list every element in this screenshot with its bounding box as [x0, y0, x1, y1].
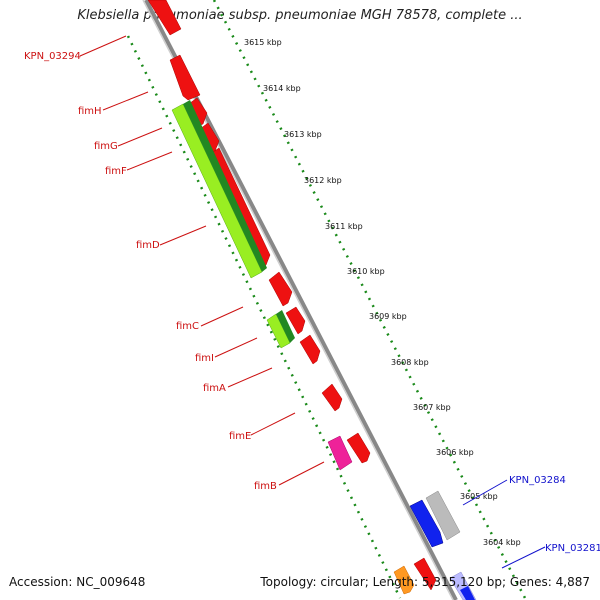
gene-orange[interactable] — [393, 565, 415, 595]
accession-text: Accession: NC_009648 — [9, 575, 146, 589]
gene-fimC[interactable] — [268, 271, 293, 307]
gene-label[interactable]: fimG — [94, 141, 118, 152]
gene-labels: KPN_03294 fimH fimG fimF fimD fimC fimI … — [24, 51, 600, 554]
gene-label[interactable]: KPN_03281 — [545, 543, 600, 554]
gene-label[interactable]: fimH — [78, 106, 102, 117]
gene-red-bottom[interactable] — [413, 557, 437, 591]
gene-label[interactable]: fimC — [176, 321, 199, 332]
tick-label: 3607 kbp — [413, 403, 451, 412]
gene-fimB[interactable] — [346, 432, 371, 464]
gene-label[interactable]: fimB — [254, 481, 277, 492]
gene-label[interactable]: fimI — [195, 353, 214, 364]
tick-label: 3611 kbp — [325, 222, 363, 231]
inner-ruler-line — [126, 35, 402, 599]
tick-label: 3615 kbp — [244, 38, 282, 47]
gene-KPN_03284-blue[interactable] — [409, 499, 444, 548]
gene-red-2[interactable] — [169, 54, 201, 101]
gene-KPN_03281-blue[interactable] — [460, 586, 475, 600]
gene-label[interactable]: fimA — [203, 383, 226, 394]
tick-label: 3613 kbp — [284, 130, 322, 139]
gene-label[interactable]: fimF — [105, 166, 127, 177]
tick-label: 3609 kbp — [369, 312, 407, 321]
tick-label: 3604 kbp — [483, 538, 521, 547]
gene-label[interactable]: fimE — [229, 431, 251, 442]
gene-KPN_03284-grey[interactable] — [425, 490, 461, 541]
ruler-ticks: 3615 kbp 3614 kbp 3613 kbp 3612 kbp 3611… — [244, 38, 521, 547]
tick-label: 3614 kbp — [263, 84, 301, 93]
gene-label[interactable]: KPN_03284 — [509, 475, 566, 486]
gene-fimE[interactable] — [321, 383, 343, 412]
tick-label: 3608 kbp — [391, 358, 429, 367]
gene-magenta[interactable] — [327, 435, 353, 471]
tick-label: 3610 kbp — [347, 267, 385, 276]
gene-fimI[interactable] — [285, 306, 306, 335]
map-title: Klebsiella pneumoniae subsp. pneumoniae … — [77, 8, 523, 23]
gene-fimA[interactable] — [299, 334, 321, 365]
gene-fim-green-2[interactable] — [183, 100, 267, 272]
genome-stats: Topology: circular; Length: 5,315,120 bp… — [260, 575, 590, 589]
gene-label[interactable]: KPN_03294 — [24, 51, 81, 62]
gene-label[interactable]: fimD — [136, 240, 160, 251]
outer-ruler-line — [212, 0, 528, 600]
tick-label: 3612 kbp — [304, 176, 342, 185]
gene-KPN_03294[interactable] — [147, 0, 182, 36]
label-leaders — [79, 35, 546, 569]
tick-label: 3606 kbp — [436, 448, 474, 457]
gene-fim-green-4[interactable] — [276, 310, 295, 343]
gene-fim-green-1[interactable] — [171, 103, 263, 279]
gene-track[interactable] — [147, 0, 477, 600]
